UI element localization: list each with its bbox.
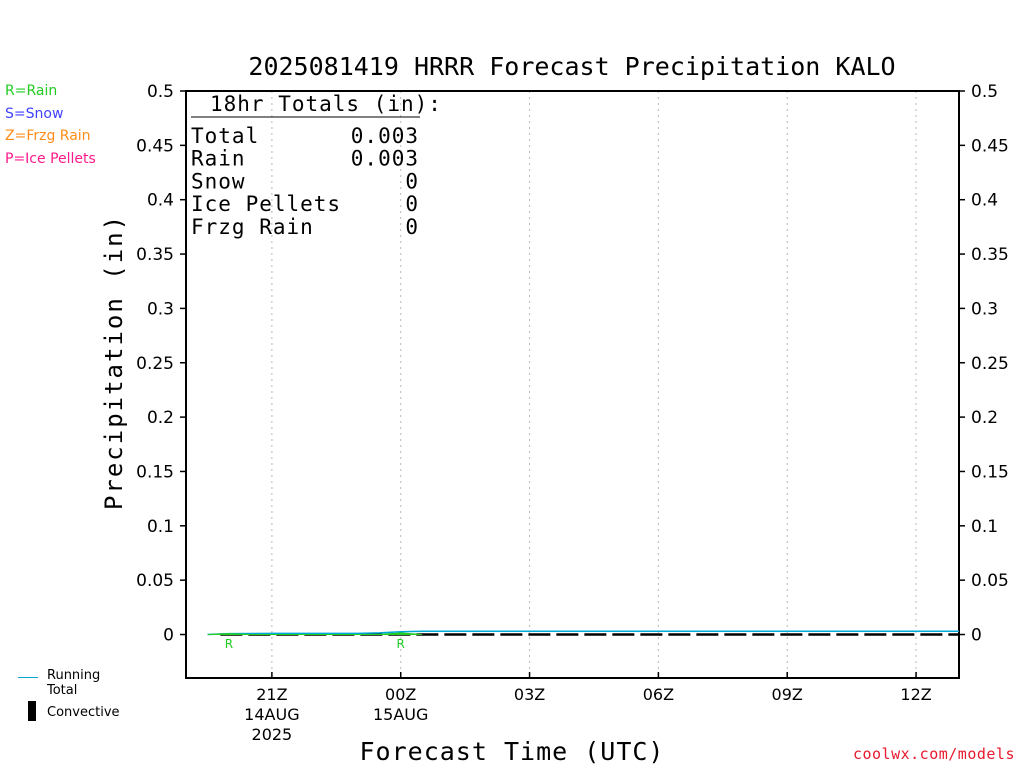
totals-row-label: Rain <box>191 147 246 171</box>
precip-type-marker: R <box>225 637 233 651</box>
x-tick-label: 09Z <box>772 685 803 704</box>
y-axis-label: Precipitation (in) <box>100 214 128 510</box>
y-tick-label-right: 0.35 <box>971 245 1009 265</box>
grid-lines <box>271 91 917 678</box>
y-tick-label: 0.45 <box>136 136 174 156</box>
running-total-swatch <box>18 677 38 678</box>
series-rain <box>207 632 423 635</box>
legend-snow: S=Snow <box>5 105 64 122</box>
x-tick-sublabel: 14AUG <box>244 705 299 724</box>
y-axis-right: 0 0.05 0.1 0.15 0.2 0.25 0.3 0.35 0.4 0.45 0.5 <box>959 82 1009 646</box>
legend-convective-label: Convective <box>47 705 120 720</box>
totals-box: 18hr Totals (in): Total 0.003 Rain 0.003 Sno… <box>191 92 442 239</box>
legend-freezing-rain: Z=Frzg Rain <box>5 128 91 144</box>
x-tick-sublabel: 15AUG <box>373 705 428 724</box>
y-tick-label: 0 <box>163 626 174 646</box>
y-tick-label-right: 0.5 <box>971 82 998 102</box>
precip-type-legend: R=Rain S=Snow Z=Frzg Rain P=Ice Pellets <box>5 80 96 170</box>
legend-running-total-label: Running Total <box>47 668 101 698</box>
data-series <box>207 630 959 636</box>
y-tick-label: 0.15 <box>136 462 174 482</box>
x-tick-label: 06Z <box>643 685 674 704</box>
totals-row-label: Snow <box>191 169 246 193</box>
series-running-total <box>207 630 959 636</box>
totals-heading: 18hr Totals (in): <box>210 92 442 116</box>
totals-row-value: 0 <box>405 215 419 239</box>
convective-swatch <box>28 701 36 721</box>
totals-row-label: Total <box>191 124 259 148</box>
totals-row-value: 0 <box>405 169 419 193</box>
totals-row-label: Ice Pellets <box>191 192 341 216</box>
legend-rain: R=Rain <box>5 83 58 99</box>
y-tick-label-right: 0.45 <box>971 136 1009 156</box>
y-tick-label: 0.05 <box>136 571 174 591</box>
x-tick-label: 00Z <box>385 685 416 704</box>
y-tick-label-right: 0.2 <box>971 408 998 428</box>
precip-type-marker: R <box>397 637 405 651</box>
totals-row-value: 0.003 <box>351 147 419 171</box>
x-tick-label: 03Z <box>514 685 545 704</box>
site-credit: coolwx.com/models <box>852 745 1015 763</box>
y-tick-label: 0.1 <box>147 517 174 537</box>
totals-rows: Total 0.003 Rain 0.003 Snow 0 Ice Pellets 0 Frzg… <box>191 124 419 239</box>
y-tick-label-right: 0.4 <box>971 191 998 211</box>
totals-row-value: 0.003 <box>351 124 419 148</box>
plot-frame <box>185 90 960 679</box>
y-axis-left: 0 0.05 0.1 0.15 0.2 0.25 0.3 0.35 0.4 0.45 0.5 <box>136 82 186 646</box>
totals-row-value: 0 <box>405 192 419 216</box>
x-tick-label: 12Z <box>900 685 931 704</box>
y-tick-label: 0.25 <box>136 354 174 374</box>
y-tick-label-right: 0.05 <box>971 571 1009 591</box>
y-tick-label: 0.5 <box>147 82 174 102</box>
x-tick-label: 21Z <box>256 685 287 704</box>
y-tick-label-right: 0.25 <box>971 354 1009 374</box>
y-tick-label-right: 0.15 <box>971 462 1009 482</box>
chart-title: 2025081419 HRRR Forecast Precipitation K… <box>248 52 895 81</box>
x-axis-label: Forecast Time (UTC) <box>360 737 665 766</box>
legend-ice-pellets: P=Ice Pellets <box>5 150 96 167</box>
x-tick-sublabel: 2025 <box>252 725 293 744</box>
y-tick-label-right: 0.1 <box>971 517 998 537</box>
y-tick-label: 0.3 <box>147 299 174 319</box>
y-tick-label-right: 0.3 <box>971 299 998 319</box>
y-tick-label: 0.2 <box>147 408 174 428</box>
y-tick-label: 0.35 <box>136 245 174 265</box>
y-tick-label-right: 0 <box>971 626 982 646</box>
totals-row-label: Frzg Rain <box>191 215 314 239</box>
y-tick-label: 0.4 <box>147 191 174 211</box>
